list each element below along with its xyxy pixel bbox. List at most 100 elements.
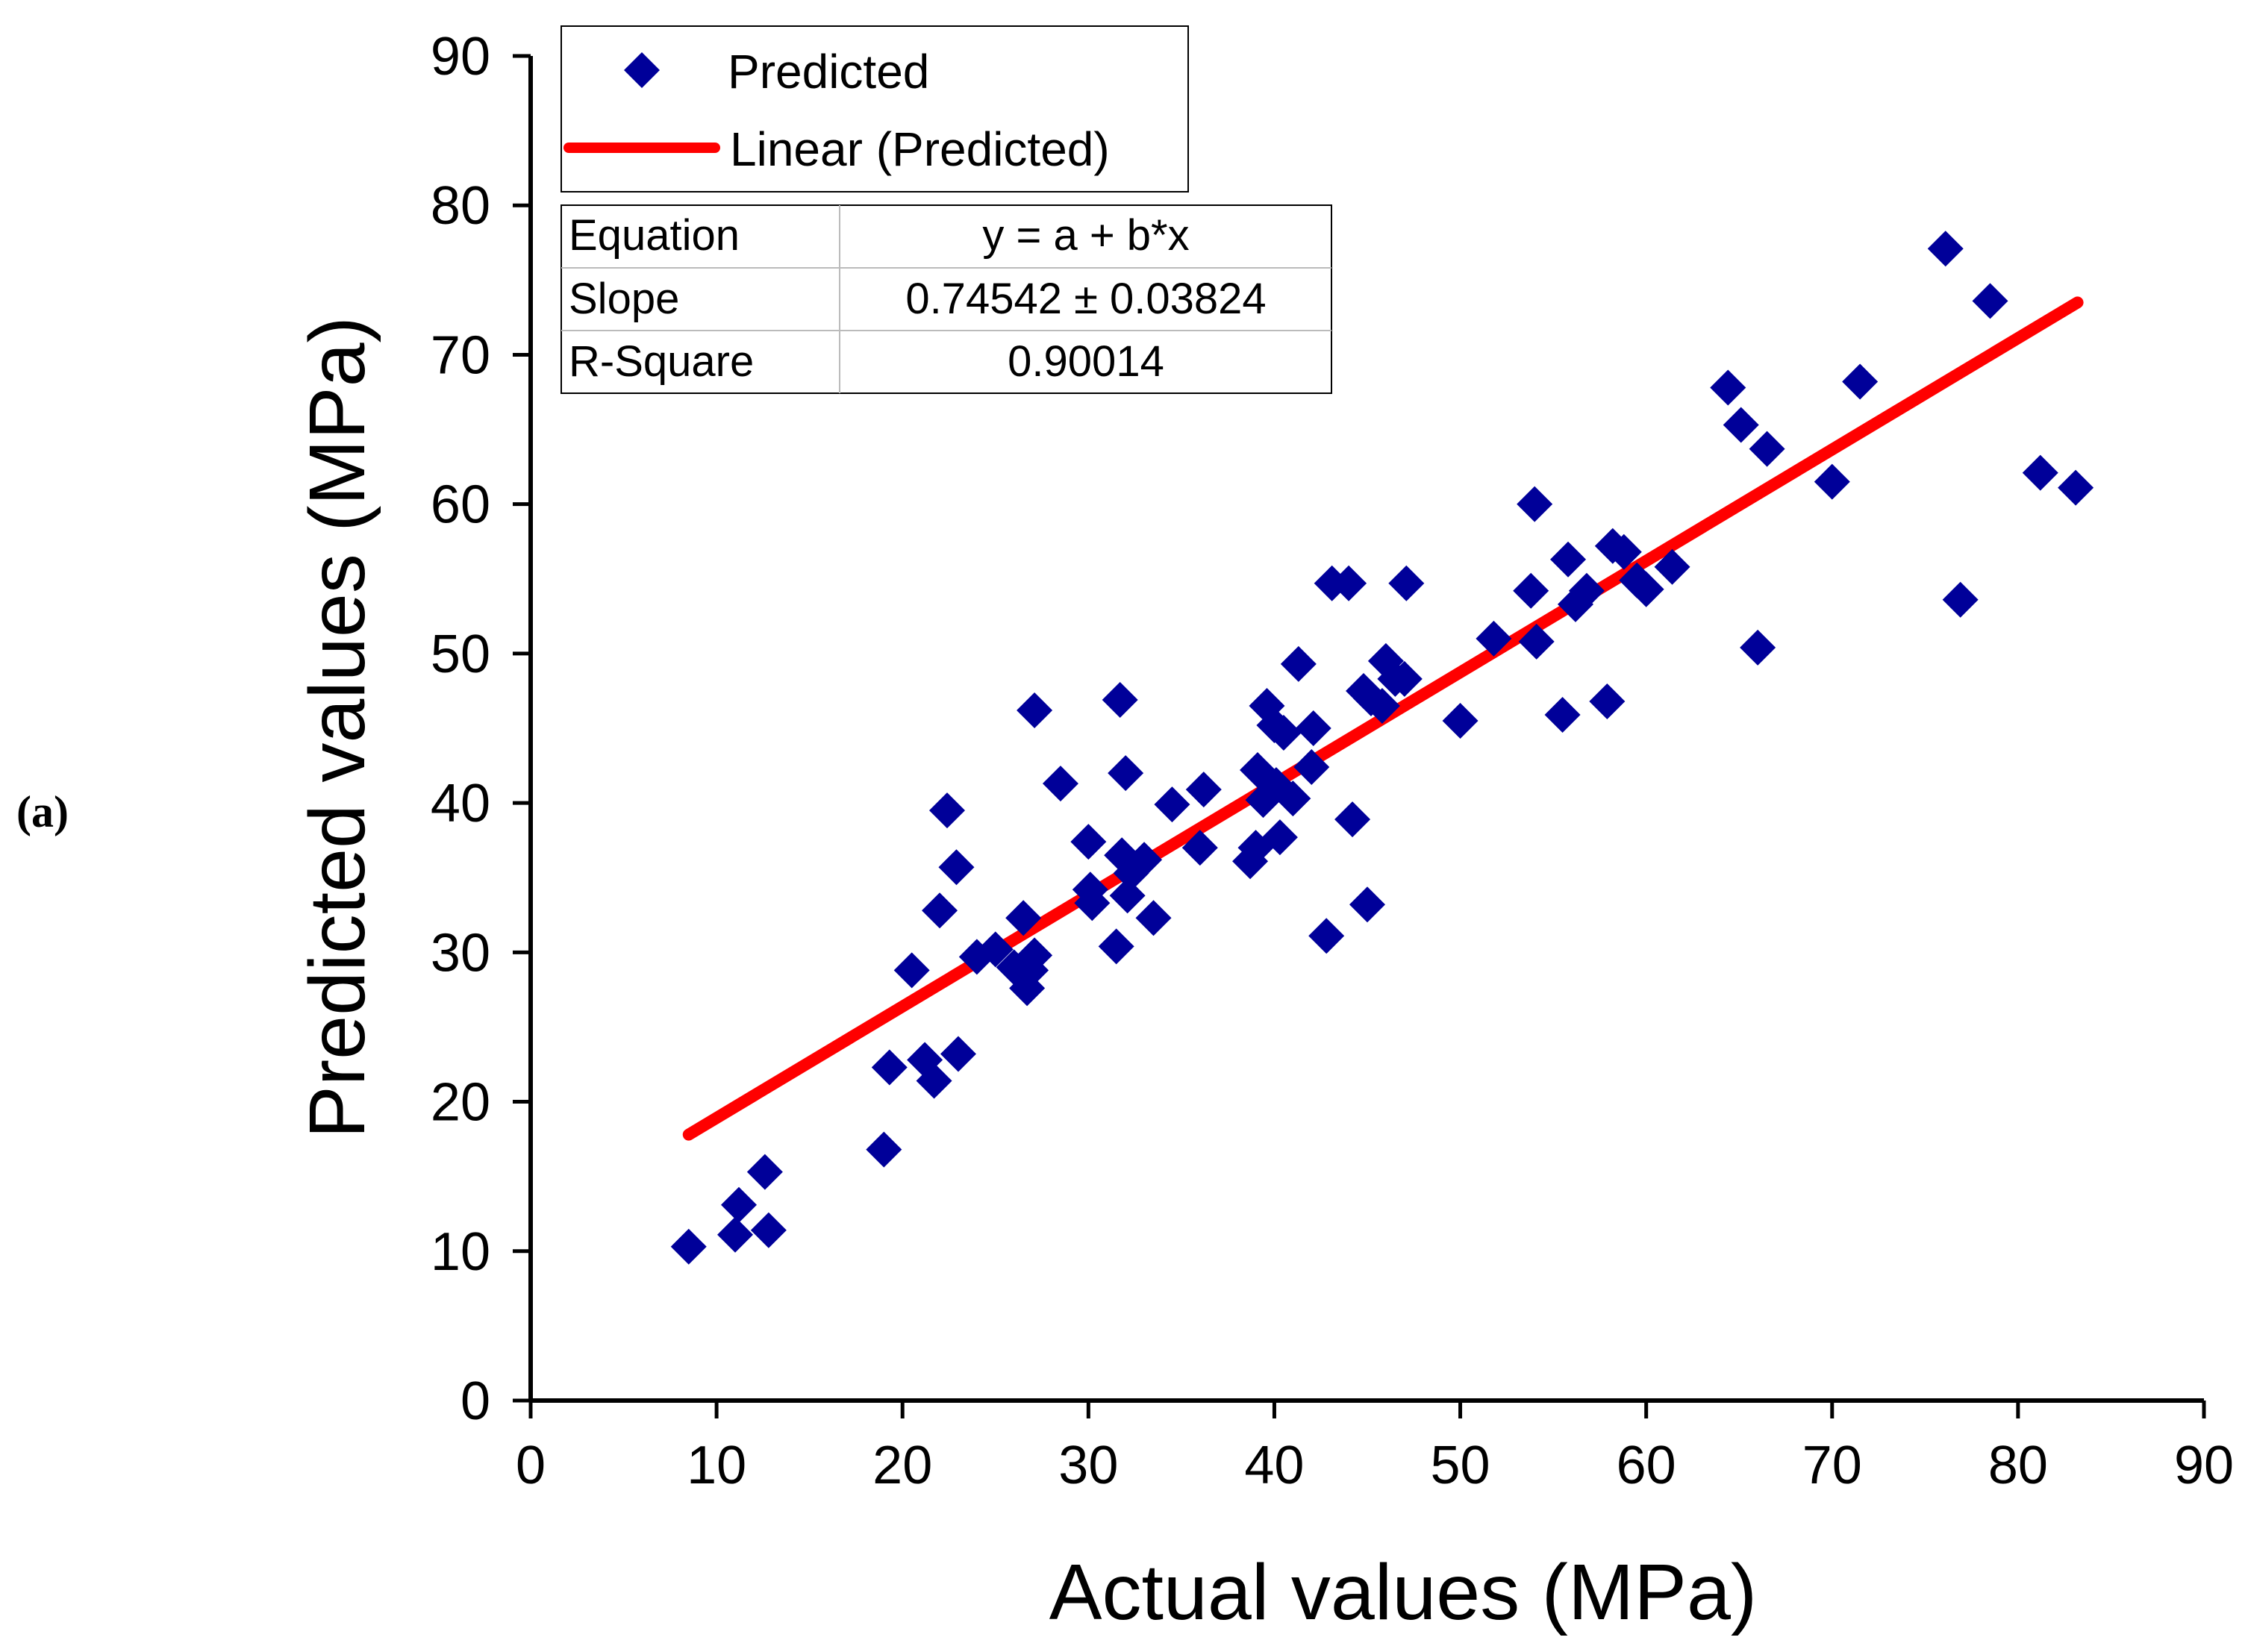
- data-point: [871, 1049, 908, 1086]
- data-point: [1513, 572, 1549, 609]
- x-ticks: 0 10 20 30 40 50 60 70 80 90: [516, 1401, 2234, 1495]
- data-point: [1275, 780, 1311, 817]
- x-tick-label: 0: [516, 1436, 546, 1495]
- data-point: [1042, 766, 1078, 802]
- data-point: [1364, 687, 1400, 724]
- y-tick-label: 80: [431, 176, 490, 236]
- data-point: [721, 1186, 758, 1223]
- x-tick-label: 40: [1244, 1436, 1304, 1495]
- legend-label-linear: Linear (Predicted): [730, 122, 1110, 176]
- data-point: [1842, 363, 1879, 400]
- legend: Predicted Linear (Predicted): [561, 25, 1189, 193]
- data-point: [1017, 937, 1053, 974]
- legend-label-predicted: Predicted: [728, 45, 929, 98]
- data-point: [1710, 369, 1746, 406]
- data-point: [1927, 231, 1964, 267]
- data-point: [1723, 407, 1759, 443]
- data-point: [1740, 629, 1776, 666]
- data-point: [1550, 541, 1587, 578]
- data-point: [2022, 454, 2058, 491]
- data-point: [717, 1216, 754, 1253]
- data-point: [1185, 772, 1222, 808]
- data-point: [1388, 565, 1425, 601]
- data-point: [670, 1228, 707, 1265]
- y-tick-label: 10: [431, 1222, 490, 1282]
- data-point: [1108, 755, 1144, 792]
- data-point: [746, 1154, 783, 1190]
- data-point: [1605, 534, 1642, 570]
- legend-box: [561, 25, 1189, 193]
- data-point: [1070, 824, 1107, 860]
- data-point: [1628, 571, 1664, 607]
- data-point: [750, 1212, 787, 1248]
- data-point: [977, 931, 1014, 968]
- data-point: [1005, 900, 1042, 936]
- stats-value-r-square: 0.90014: [1008, 337, 1164, 386]
- data-point: [893, 952, 930, 989]
- y-tick-label: 70: [431, 325, 490, 385]
- y-tick-label: 30: [431, 923, 490, 983]
- data-point: [1654, 548, 1690, 585]
- x-tick-label: 70: [1802, 1436, 1862, 1495]
- x-tick-label: 60: [1617, 1436, 1676, 1495]
- x-tick-label: 90: [2174, 1436, 2234, 1495]
- data-point: [1154, 786, 1190, 823]
- data-point: [1942, 581, 1979, 618]
- data-point: [1331, 565, 1367, 601]
- data-point: [916, 1063, 952, 1099]
- data-point: [1074, 885, 1111, 922]
- data-point: [1293, 749, 1330, 786]
- data-point: [1126, 842, 1163, 878]
- y-tick-label: 0: [460, 1371, 490, 1431]
- data-point: [1386, 660, 1423, 697]
- data-point: [1261, 819, 1298, 856]
- data-point: [940, 1036, 976, 1072]
- data-point: [1102, 681, 1138, 718]
- panel-label: (a): [16, 787, 69, 836]
- y-ticks: 0 10 20 30 40 50 60 70 80 90: [431, 27, 531, 1431]
- y-axis-title: Predicted values (MPa): [293, 316, 381, 1139]
- data-point: [1442, 702, 1479, 739]
- data-point: [1280, 645, 1317, 682]
- x-axis-title: Actual values (MPa): [1049, 1548, 1757, 1636]
- data-point: [1334, 801, 1371, 838]
- stats-value-equation: y = a + b*x: [982, 211, 1189, 260]
- data-point: [1181, 830, 1218, 866]
- stats-value-slope: 0.74542 ± 0.03824: [905, 275, 1266, 323]
- y-tick-label: 20: [431, 1073, 490, 1133]
- stats-label-slope: Slope: [569, 275, 679, 323]
- y-tick-label: 60: [431, 475, 490, 535]
- x-tick-label: 80: [1988, 1436, 2048, 1495]
- data-point: [1568, 572, 1605, 609]
- x-tick-label: 20: [872, 1436, 932, 1495]
- data-point: [1135, 900, 1172, 936]
- data-point: [1017, 692, 1053, 728]
- y-tick-label: 90: [431, 27, 490, 87]
- stats-table: Equation y = a + b*x Slope 0.74542 ± 0.0…: [561, 204, 1332, 394]
- data-point: [1814, 463, 1850, 500]
- data-point: [1349, 886, 1385, 923]
- x-tick-label: 50: [1431, 1436, 1490, 1495]
- data-point: [938, 849, 975, 886]
- data-point: [1098, 928, 1134, 965]
- data-point: [1518, 623, 1555, 660]
- data-point: [1308, 918, 1345, 954]
- data-point: [1972, 283, 2008, 319]
- data-point: [922, 892, 958, 929]
- data-point: [2058, 469, 2094, 506]
- data-point: [1476, 620, 1512, 657]
- data-point: [1589, 683, 1626, 719]
- data-point: [1517, 486, 1553, 522]
- x-tick-label: 30: [1058, 1436, 1118, 1495]
- stats-label-equation: Equation: [569, 211, 740, 260]
- axes: [528, 56, 2204, 1403]
- y-tick-label: 40: [431, 774, 490, 833]
- x-tick-label: 10: [687, 1436, 746, 1495]
- data-point: [1295, 710, 1331, 746]
- data-point: [1109, 877, 1146, 914]
- data-point: [929, 792, 966, 829]
- data-point: [1749, 431, 1785, 467]
- y-tick-label: 50: [431, 625, 490, 684]
- data-point: [1544, 696, 1581, 733]
